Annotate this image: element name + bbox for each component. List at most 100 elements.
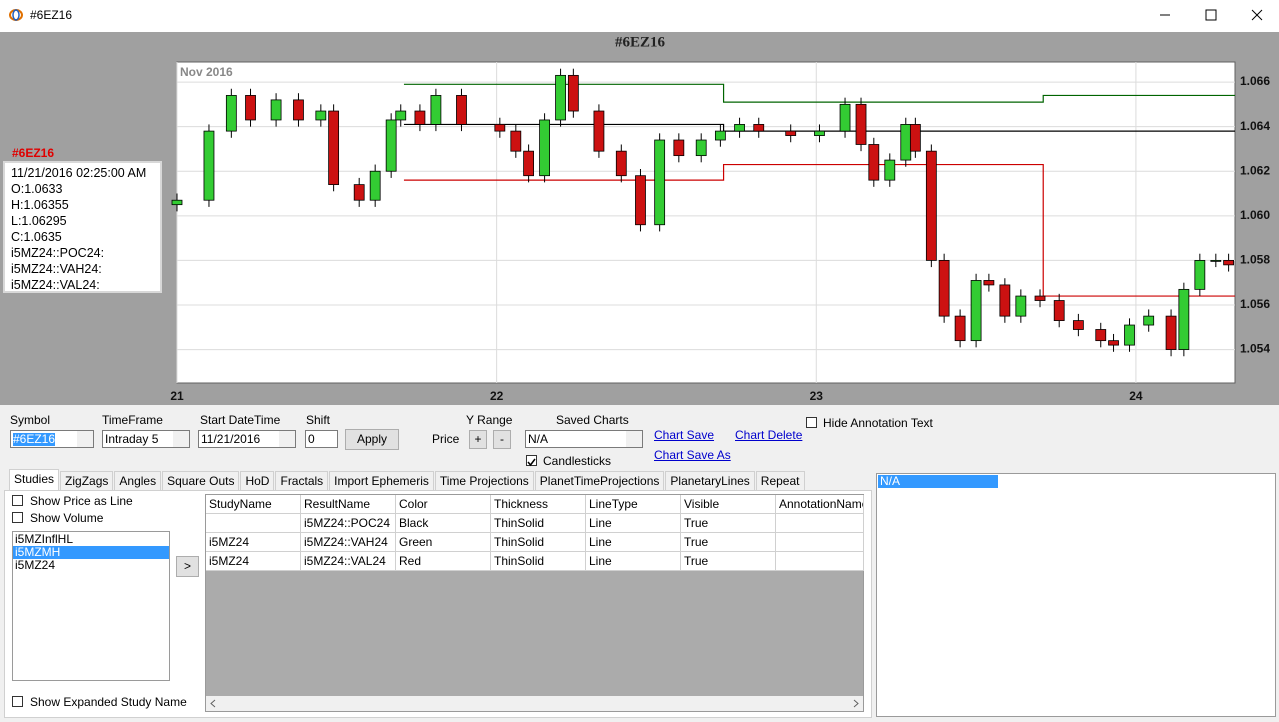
column-header: Thickness <box>491 495 586 514</box>
candle-body <box>673 139 685 157</box>
y-tick-label: 1.064 <box>1240 119 1270 133</box>
info-line: i5MZ24::VAH24: <box>11 262 102 276</box>
grid-cell[interactable]: i5MZ24::VAH24 <box>301 533 396 552</box>
grid-cell[interactable] <box>776 533 864 552</box>
show-price-line-checkbox[interactable] <box>12 495 23 506</box>
candle-body <box>328 110 340 186</box>
grid-cell[interactable]: Line <box>586 514 681 533</box>
show-price-line-label: Show Price as Line <box>30 494 133 508</box>
candle-body <box>615 150 627 177</box>
tab[interactable]: Studies <box>9 469 60 490</box>
tab[interactable]: PlanetaryLines <box>665 471 755 490</box>
grid-cell[interactable]: True <box>681 552 776 571</box>
chart-title: #6EZ16 <box>615 34 666 50</box>
grid-cell[interactable]: Red <box>396 552 491 571</box>
candle-body <box>785 130 797 136</box>
tab[interactable]: Fractals <box>275 471 329 490</box>
candle-body <box>938 259 950 317</box>
candle-body <box>734 124 745 132</box>
h-scrollbar[interactable] <box>206 696 863 711</box>
candle-body <box>593 110 605 152</box>
plot-area <box>176 61 1236 384</box>
tab[interactable]: Repeat <box>755 471 805 490</box>
grid-cell[interactable]: Green <box>396 533 491 552</box>
study-line <box>403 123 1235 132</box>
column-header: AnnotationName <box>776 495 864 514</box>
info-line: O:1.0633 <box>11 182 63 196</box>
tab[interactable]: ZigZags <box>60 471 114 490</box>
expanded-name-checkbox[interactable] <box>12 696 23 707</box>
study-line <box>403 163 1235 297</box>
column-header: Color <box>396 495 491 514</box>
candle-body <box>567 74 579 112</box>
window-buttons[interactable] <box>1150 8 1270 22</box>
candle-body <box>245 95 256 121</box>
column-header: ResultName <box>301 495 396 514</box>
candle-body <box>1143 315 1155 326</box>
grid-cell[interactable] <box>776 552 864 571</box>
tab[interactable]: Import Ephemeris <box>329 471 434 490</box>
study-item[interactable]: i5MZInflHL <box>15 532 74 546</box>
symbol-combo[interactable]: #6EZ16 <box>10 430 94 448</box>
candle-body <box>654 139 666 226</box>
tab[interactable]: PlanetTimeProjections <box>534 471 665 490</box>
tab[interactable]: Time Projections <box>434 471 534 490</box>
grid-cell[interactable]: ThinSolid <box>491 514 586 533</box>
candlesticks-checkbox[interactable] <box>526 455 537 467</box>
study-item[interactable]: i5MZMH <box>13 546 169 559</box>
grid-cell[interactable]: i5MZ24 <box>206 514 301 533</box>
candle-body <box>1015 295 1027 317</box>
app-icon <box>9 9 23 21</box>
candlesticks-label: Candlesticks <box>543 454 612 468</box>
list-item[interactable]: N/A <box>878 475 998 488</box>
saved-combo[interactable]: N/A <box>525 430 643 448</box>
start-combo[interactable]: 11/21/2016 <box>198 430 296 448</box>
minus-button[interactable]: - <box>493 430 511 449</box>
apply-button[interactable]: Apply <box>345 429 399 450</box>
grid-cell[interactable]: ThinSolid <box>491 552 586 571</box>
grid-cell[interactable]: i5MZ24::POC24 <box>301 514 396 533</box>
grid-cell[interactable]: Black <box>396 514 491 533</box>
grid-cell[interactable]: i5MZ24::VAL24 <box>301 552 396 571</box>
candle-body <box>555 74 566 121</box>
grid-cell[interactable]: Line <box>586 533 681 552</box>
chart-subtitle: Nov 2016 <box>180 65 233 79</box>
tab[interactable]: Square Outs <box>162 471 240 490</box>
candle-body <box>510 130 522 152</box>
shift-input[interactable]: 0 <box>305 430 338 448</box>
candle-body <box>1072 320 1084 330</box>
grid-cell[interactable]: ThinSolid <box>491 533 586 552</box>
chart: #6EZ16 Nov 2016 1.054 1.056 1.058 1.060 1.06… <box>0 32 1279 405</box>
hide-annotation-checkbox[interactable] <box>806 417 817 428</box>
grid-cell[interactable] <box>776 514 864 533</box>
plus-button[interactable]: + <box>469 430 487 449</box>
hide-annotation-label: Hide Annotation Text <box>823 416 933 430</box>
show-volume-checkbox[interactable] <box>12 512 23 523</box>
x-tick-label: 21 <box>170 389 184 403</box>
study-item[interactable]: i5MZ24 <box>15 558 56 572</box>
window-title: #6EZ16 <box>30 8 73 22</box>
grid-cell[interactable]: Line <box>586 552 681 571</box>
tab[interactable]: HoD <box>240 471 275 490</box>
candle-body <box>714 130 726 141</box>
timeframe-combo[interactable]: Intraday 5 <box>102 430 190 448</box>
saved-label: Saved Charts <box>556 413 629 427</box>
chart-save-as-link[interactable]: Chart Save As <box>654 448 731 462</box>
info-symbol: #6EZ16 <box>12 146 55 160</box>
chart-delete-link[interactable]: Chart Delete <box>735 428 803 442</box>
grid-cell[interactable]: i5MZ24 <box>206 533 301 552</box>
shift-value: 0 <box>308 432 315 446</box>
tab[interactable]: Angles <box>114 471 162 490</box>
chart-save-link[interactable]: Chart Save <box>654 428 715 442</box>
candle-body <box>1095 329 1107 342</box>
grid-cell[interactable]: True <box>681 533 776 552</box>
candle-body <box>900 124 912 161</box>
start-label: Start DateTime <box>200 413 281 427</box>
y-tick-label: 1.058 <box>1240 253 1270 267</box>
candle-body <box>456 95 467 125</box>
grid-cell[interactable]: True <box>681 514 776 533</box>
info-line: L:1.06295 <box>11 214 67 228</box>
move-button[interactable]: > <box>176 556 199 577</box>
y-tick-label: 1.056 <box>1240 297 1270 311</box>
grid-cell[interactable]: i5MZ24 <box>206 552 301 571</box>
